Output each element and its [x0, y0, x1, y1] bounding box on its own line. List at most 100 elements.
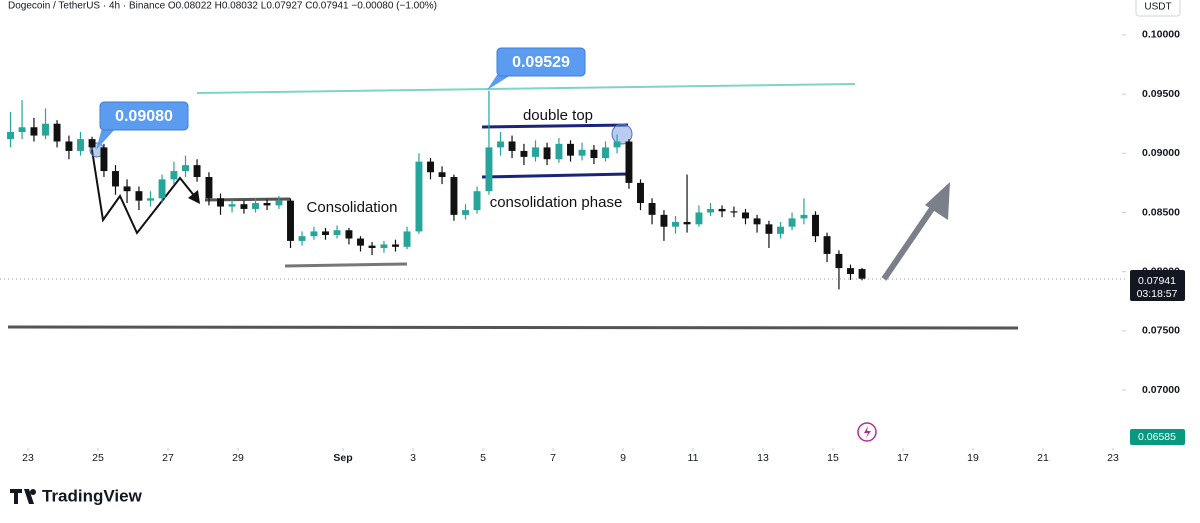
resistance-line	[196, 83, 856, 94]
candle-body	[672, 221, 679, 227]
callout-pointer	[96, 128, 116, 150]
consolidation-floor	[481, 172, 629, 179]
x-tick-label: 17	[897, 452, 909, 464]
x-tick-label: 5	[480, 452, 486, 464]
x-tick-label: 21	[1037, 452, 1049, 464]
candle-body	[217, 198, 224, 207]
candle-body	[53, 123, 61, 142]
candle-body	[333, 230, 341, 235]
candle-body	[485, 147, 493, 192]
candle-body	[788, 218, 796, 227]
candle-body	[462, 210, 469, 215]
candle-body	[730, 211, 738, 213]
candle-body	[42, 123, 49, 136]
x-tick-label: Sep	[333, 452, 352, 464]
low-marker: 0.06585	[1138, 431, 1176, 443]
candle-body	[112, 171, 119, 187]
candle-body	[403, 231, 411, 247]
candle-body	[695, 212, 703, 225]
y-tick-label: 0.09500	[1142, 88, 1180, 100]
y-tick-label: 0.08500	[1142, 206, 1180, 218]
candle-body	[590, 149, 598, 159]
candle-body	[520, 150, 528, 157]
candle-body	[147, 198, 154, 201]
candle-body	[310, 231, 318, 237]
support-line	[7, 325, 1019, 330]
candle-body	[450, 176, 458, 215]
candle-body	[275, 200, 283, 206]
zigzag-arrowhead	[188, 190, 200, 204]
candle-body	[7, 132, 14, 140]
candle-body	[240, 204, 248, 209]
low-marker-box	[1130, 429, 1185, 445]
candle-body	[322, 231, 329, 235]
candle-body	[543, 147, 551, 160]
candle-body	[158, 179, 166, 199]
candle-body	[77, 139, 84, 151]
callout-label: 0.09529	[512, 54, 570, 71]
candle-body	[65, 141, 73, 151]
candle-body	[473, 191, 481, 211]
y-tick-label: 0.07000	[1142, 384, 1180, 396]
candle-body	[555, 143, 563, 160]
zigzag	[91, 149, 197, 235]
x-tick-label: 25	[92, 452, 104, 464]
candle-body	[287, 200, 294, 241]
candle-body	[812, 214, 819, 237]
currency: USDT	[1144, 2, 1171, 13]
x-tick-label: 13	[757, 452, 769, 464]
candle-body	[648, 203, 656, 215]
x-tick-label: 9	[620, 452, 626, 464]
x-tick-label: 11	[688, 452, 699, 464]
candle-body	[357, 238, 364, 246]
candle-body	[835, 253, 843, 269]
candle-body	[660, 214, 668, 227]
candle-body	[252, 203, 259, 209]
candle-body	[777, 226, 784, 234]
brand-logo-dot	[30, 489, 36, 495]
x-tick-label: 19	[967, 452, 979, 464]
candle-body	[497, 141, 504, 148]
range-bottom	[284, 262, 408, 268]
x-tick-label: 7	[550, 452, 556, 464]
candle-body	[135, 191, 143, 201]
candle-body	[123, 186, 131, 192]
annotation: Consolidation	[307, 199, 398, 216]
candle-body	[205, 176, 213, 199]
last-price: 0.07941	[1138, 275, 1176, 287]
candle-body	[858, 269, 866, 279]
candle-body	[88, 139, 96, 148]
projection-arrow	[881, 195, 943, 281]
candle-body	[578, 149, 586, 156]
x-tick-label: 29	[232, 452, 244, 464]
x-tick-label: 23	[22, 452, 34, 464]
candle-body	[345, 230, 353, 239]
annotation: consolidation phase	[490, 194, 623, 211]
candle-body	[182, 165, 189, 172]
candle-body	[765, 224, 773, 234]
candle-body	[170, 171, 178, 180]
countdown: 03:18:57	[1137, 288, 1178, 300]
callout-pointer	[487, 75, 511, 90]
candle-body	[683, 221, 691, 225]
callout-box	[496, 47, 586, 77]
x-tick-label: 27	[162, 452, 174, 464]
candle-body	[625, 141, 633, 183]
candle-body	[753, 218, 761, 225]
x-tick-label: 15	[827, 452, 839, 464]
candle-body	[263, 203, 271, 206]
candle-body	[30, 127, 38, 136]
candle-body	[532, 147, 539, 157]
annotation: double top	[523, 107, 593, 124]
y-tick-label: 0.09000	[1142, 147, 1180, 159]
candle-body	[368, 245, 376, 248]
candle-body	[602, 147, 609, 159]
callout-label: 0.09080	[115, 108, 173, 125]
candle-body	[100, 147, 108, 172]
candle-body	[613, 141, 621, 148]
candle-body	[742, 212, 749, 219]
candle-body	[228, 204, 236, 207]
candle-body	[18, 127, 26, 133]
brand: TradingView	[42, 486, 143, 505]
